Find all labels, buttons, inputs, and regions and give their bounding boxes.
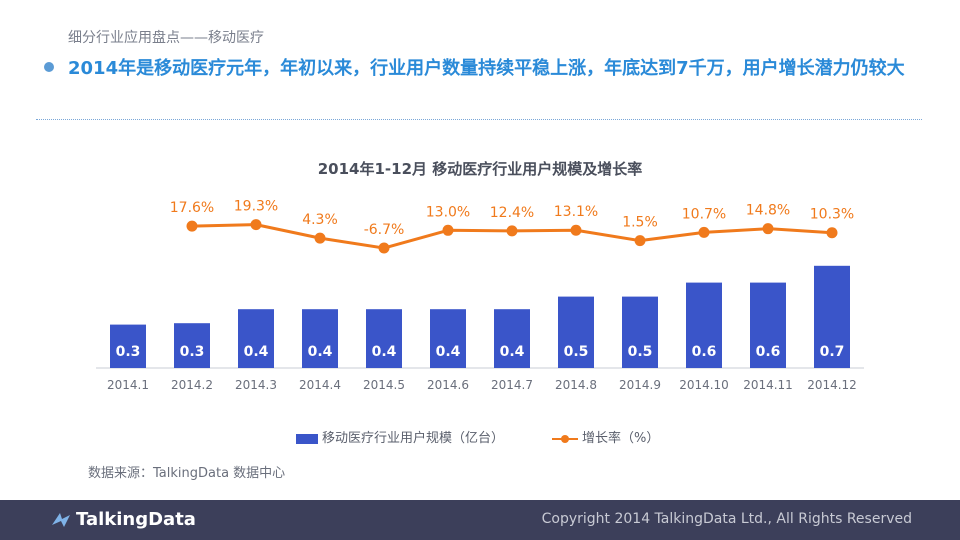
- growth-point: [762, 223, 774, 235]
- data-source: 数据来源：TalkingData 数据中心: [88, 466, 286, 481]
- combo-chart: 0.3 2014.1 0.3 2014.2 0.4 2014.3 0.4 2014.4 0.4 2…: [96, 199, 864, 392]
- slide-headline: 2014年是移动医疗元年，年初以来，行业用户数量持续平稳上涨，年底达到7千万，用…: [68, 58, 905, 79]
- x-tick-label: 2014.10: [679, 378, 729, 392]
- bar: [238, 309, 274, 368]
- bar-value-label: 0.5: [628, 344, 653, 360]
- x-tick-label: 2014.4: [299, 378, 341, 392]
- bar-value-label: 0.4: [244, 344, 269, 360]
- x-tick-label: 2014.1: [107, 378, 149, 392]
- chart-title: 2014年1-12月 移动医疗行业用户规模及增长率: [317, 160, 643, 178]
- x-tick-label: 2014.12: [807, 378, 857, 392]
- logo-text: TalkingData: [76, 509, 196, 530]
- x-tick-label: 2014.3: [235, 378, 277, 392]
- footer-bar: TalkingData Copyright 2014 TalkingData L…: [0, 500, 960, 540]
- growth-value-label: 10.7%: [682, 206, 726, 222]
- legend-line-label: 增长率（%）: [582, 431, 660, 446]
- bar: [494, 309, 530, 368]
- bar-value-label: 0.6: [756, 344, 781, 360]
- x-tick-label: 2014.7: [491, 378, 533, 392]
- logo-icon: [52, 513, 70, 527]
- bar-value-label: 0.3: [116, 344, 141, 360]
- growth-value-label: 19.3%: [234, 199, 278, 215]
- growth-point: [442, 224, 454, 236]
- x-tick-label: 2014.2: [171, 378, 213, 392]
- growth-value-label: 4.3%: [302, 212, 338, 228]
- growth-point: [826, 227, 838, 239]
- dotted-divider: [36, 119, 922, 120]
- growth-point: [506, 225, 518, 237]
- x-tick-label: 2014.9: [619, 378, 661, 392]
- bullet-icon: [44, 62, 54, 72]
- bar-value-label: 0.3: [180, 344, 205, 360]
- bar: [814, 265, 850, 368]
- bar-value-label: 0.4: [436, 344, 461, 360]
- legend-item-line: 增长率（%）: [552, 427, 659, 446]
- bar: [750, 282, 786, 368]
- bar: [174, 323, 210, 368]
- growth-value-label: 17.6%: [170, 200, 214, 216]
- growth-value-label: 13.1%: [554, 204, 598, 220]
- bar: [302, 309, 338, 368]
- growth-point: [570, 224, 582, 236]
- growth-value-label: 14.8%: [746, 203, 790, 219]
- bar-value-label: 0.7: [820, 344, 845, 360]
- x-tick-label: 2014.6: [427, 378, 469, 392]
- growth-point: [634, 235, 646, 247]
- bar-value-label: 0.4: [500, 344, 525, 360]
- legend-bar-swatch: [296, 433, 318, 444]
- growth-value-label: 12.4%: [490, 205, 534, 221]
- bar-value-label: 0.5: [564, 344, 589, 360]
- bar: [366, 309, 402, 368]
- copyright-text: Copyright 2014 TalkingData Ltd., All Rig…: [541, 511, 912, 527]
- bar: [686, 282, 722, 368]
- bar-value-label: 0.4: [372, 344, 397, 360]
- growth-point: [698, 226, 710, 238]
- growth-value-label: 10.3%: [810, 207, 854, 223]
- legend-item-bar: 移动医疗行业用户规模（亿台）: [296, 427, 504, 446]
- x-tick-label: 2014.8: [555, 378, 597, 392]
- bar-value-label: 0.6: [692, 344, 717, 360]
- growth-point: [314, 232, 326, 244]
- growth-value-label: -6.7%: [364, 222, 405, 238]
- bar-value-label: 0.4: [308, 344, 333, 360]
- bar: [622, 296, 658, 368]
- bar: [110, 324, 146, 368]
- growth-value-label: 13.0%: [426, 204, 470, 220]
- bar: [430, 309, 466, 368]
- legend-bar-label: 移动医疗行业用户规模（亿台）: [322, 431, 505, 446]
- bar: [558, 296, 594, 368]
- slide-subtitle: 细分行业应用盘点——移动医疗: [68, 30, 264, 46]
- growth-value-label: 1.5%: [622, 215, 658, 231]
- growth-point: [250, 219, 262, 231]
- x-tick-label: 2014.11: [743, 378, 793, 392]
- talkingdata-logo: TalkingData: [50, 509, 196, 530]
- growth-point: [186, 220, 198, 232]
- x-tick-label: 2014.5: [363, 378, 405, 392]
- growth-point: [378, 242, 390, 254]
- legend-line-swatch: [552, 434, 578, 444]
